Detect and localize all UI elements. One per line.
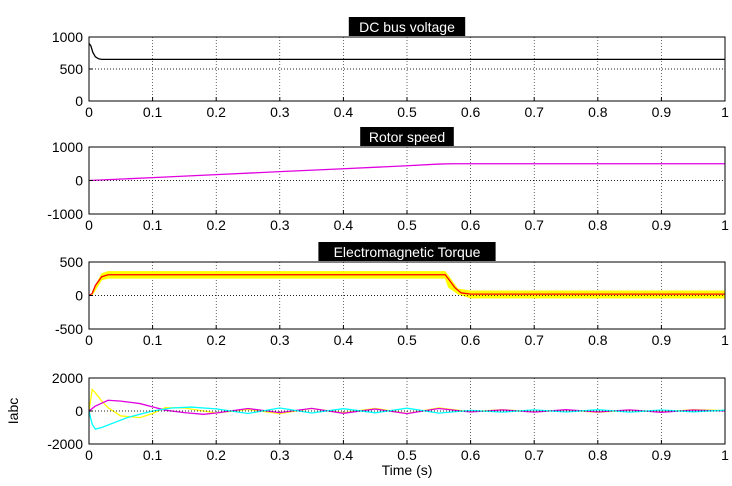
x-tick-label: 0.5 bbox=[397, 447, 417, 463]
x-tick-label: 0.9 bbox=[652, 332, 672, 348]
x-tick-label: 0 bbox=[85, 332, 93, 348]
y-axis-label: Iabc bbox=[5, 398, 21, 424]
series-line-1 bbox=[89, 43, 725, 61]
y-tick-label: 0 bbox=[75, 173, 83, 189]
chart-title-background bbox=[360, 127, 454, 146]
chart-title: Rotor speed bbox=[369, 129, 445, 145]
x-tick-label: 0.8 bbox=[588, 217, 608, 233]
panel-1: 0 0.1 0.2 0.3 0.4 0.5 0.6 0.7 0.8 0.9 1 0 500 1000 DC … bbox=[52, 17, 729, 120]
x-tick-label: 0 bbox=[85, 217, 93, 233]
chart-title-background bbox=[348, 17, 466, 36]
x-tick-label: 0.6 bbox=[461, 447, 481, 463]
x-tick-label: 0.6 bbox=[461, 217, 481, 233]
x-tick-label: 0.7 bbox=[524, 104, 544, 120]
panel-4: 0 0.1 0.2 0.3 0.4 0.5 0.6 0.7 0.8 0.9 1-200002000T… bbox=[5, 370, 729, 478]
x-tick-label: 0.4 bbox=[334, 217, 354, 233]
x-tick-label: 0.8 bbox=[588, 447, 608, 463]
x-tick-label: 0.6 bbox=[461, 332, 481, 348]
x-tick-label: 0.8 bbox=[588, 104, 608, 120]
x-tick-label: 1 bbox=[721, 447, 729, 463]
x-tick-label: 0.4 bbox=[334, 104, 354, 120]
x-tick-label: 1 bbox=[721, 332, 729, 348]
x-tick-label: 0.1 bbox=[143, 217, 163, 233]
x-tick-label: 0 bbox=[85, 447, 93, 463]
x-tick-label: 0.2 bbox=[206, 104, 226, 120]
x-tick-label: 0 bbox=[85, 104, 93, 120]
y-tick-label: 0 bbox=[75, 93, 83, 109]
x-tick-label: 0.3 bbox=[270, 104, 290, 120]
y-tick-label: 1000 bbox=[52, 29, 83, 45]
x-tick-label: 1 bbox=[721, 217, 729, 233]
x-tick-label: 0.2 bbox=[206, 217, 226, 233]
x-tick-label: 0.3 bbox=[270, 332, 290, 348]
panel-2: 0 0.1 0.2 0.3 0.4 0.5 0.6 0.7 0.8 0.9 1-100001000R… bbox=[47, 127, 729, 233]
x-tick-label: 0.3 bbox=[270, 447, 290, 463]
x-tick-label: 0.7 bbox=[524, 447, 544, 463]
x-tick-label: 0.1 bbox=[143, 332, 163, 348]
chart-title: DC bus voltage bbox=[359, 19, 455, 35]
series-group bbox=[89, 271, 725, 299]
y-tick-label: 500 bbox=[60, 254, 84, 270]
x-tick-label: 0.7 bbox=[524, 332, 544, 348]
panel-3: 0 0.1 0.2 0.3 0.4 0.5 0.6 0.7 0.8 0.9 1-5000500Ele… bbox=[55, 242, 729, 348]
series-group bbox=[89, 43, 725, 70]
x-tick-label: 0.1 bbox=[143, 104, 163, 120]
chart-title: Electromagnetic Torque bbox=[334, 244, 481, 260]
x-tick-label: 0.2 bbox=[206, 332, 226, 348]
chart-title-background bbox=[318, 242, 496, 261]
y-tick-label: -1000 bbox=[47, 206, 83, 222]
y-tick-label: -500 bbox=[55, 321, 83, 337]
series-line-1 bbox=[89, 163, 725, 182]
x-tick-label: 0.5 bbox=[397, 217, 417, 233]
chart-panels: 0 0.1 0.2 0.3 0.4 0.5 0.6 0.7 0.8 0.9 105001000DC … bbox=[5, 17, 729, 478]
x-tick-label: 0.3 bbox=[270, 217, 290, 233]
x-tick-label: 0.5 bbox=[397, 104, 417, 120]
x-tick-label: 0.9 bbox=[652, 447, 672, 463]
series-line-3 bbox=[89, 406, 725, 430]
x-tick-label: 0.1 bbox=[143, 447, 163, 463]
series-band-1 bbox=[91, 271, 725, 299]
x-tick-label: 0.9 bbox=[652, 217, 672, 233]
x-axis-label: Time (s) bbox=[382, 462, 433, 478]
series-group bbox=[89, 388, 725, 430]
x-tick-label: 0.8 bbox=[588, 332, 608, 348]
x-tick-label: 0.6 bbox=[461, 104, 481, 120]
series-group bbox=[89, 163, 725, 182]
series-line-2 bbox=[89, 274, 725, 297]
x-tick-label: 0.4 bbox=[334, 447, 354, 463]
y-tick-label: 2000 bbox=[52, 370, 83, 386]
x-tick-label: 0.7 bbox=[524, 217, 544, 233]
y-tick-label: 0 bbox=[75, 403, 83, 419]
y-tick-label: -2000 bbox=[47, 436, 83, 452]
y-tick-label: 0 bbox=[75, 288, 83, 304]
x-tick-label: 1 bbox=[721, 104, 729, 120]
y-tick-label: 1000 bbox=[52, 139, 83, 155]
x-tick-label: 0.5 bbox=[397, 332, 417, 348]
x-tick-label: 0.4 bbox=[334, 332, 354, 348]
x-tick-label: 0.9 bbox=[652, 104, 672, 120]
y-tick-label: 500 bbox=[60, 61, 84, 77]
x-tick-label: 0.2 bbox=[206, 447, 226, 463]
